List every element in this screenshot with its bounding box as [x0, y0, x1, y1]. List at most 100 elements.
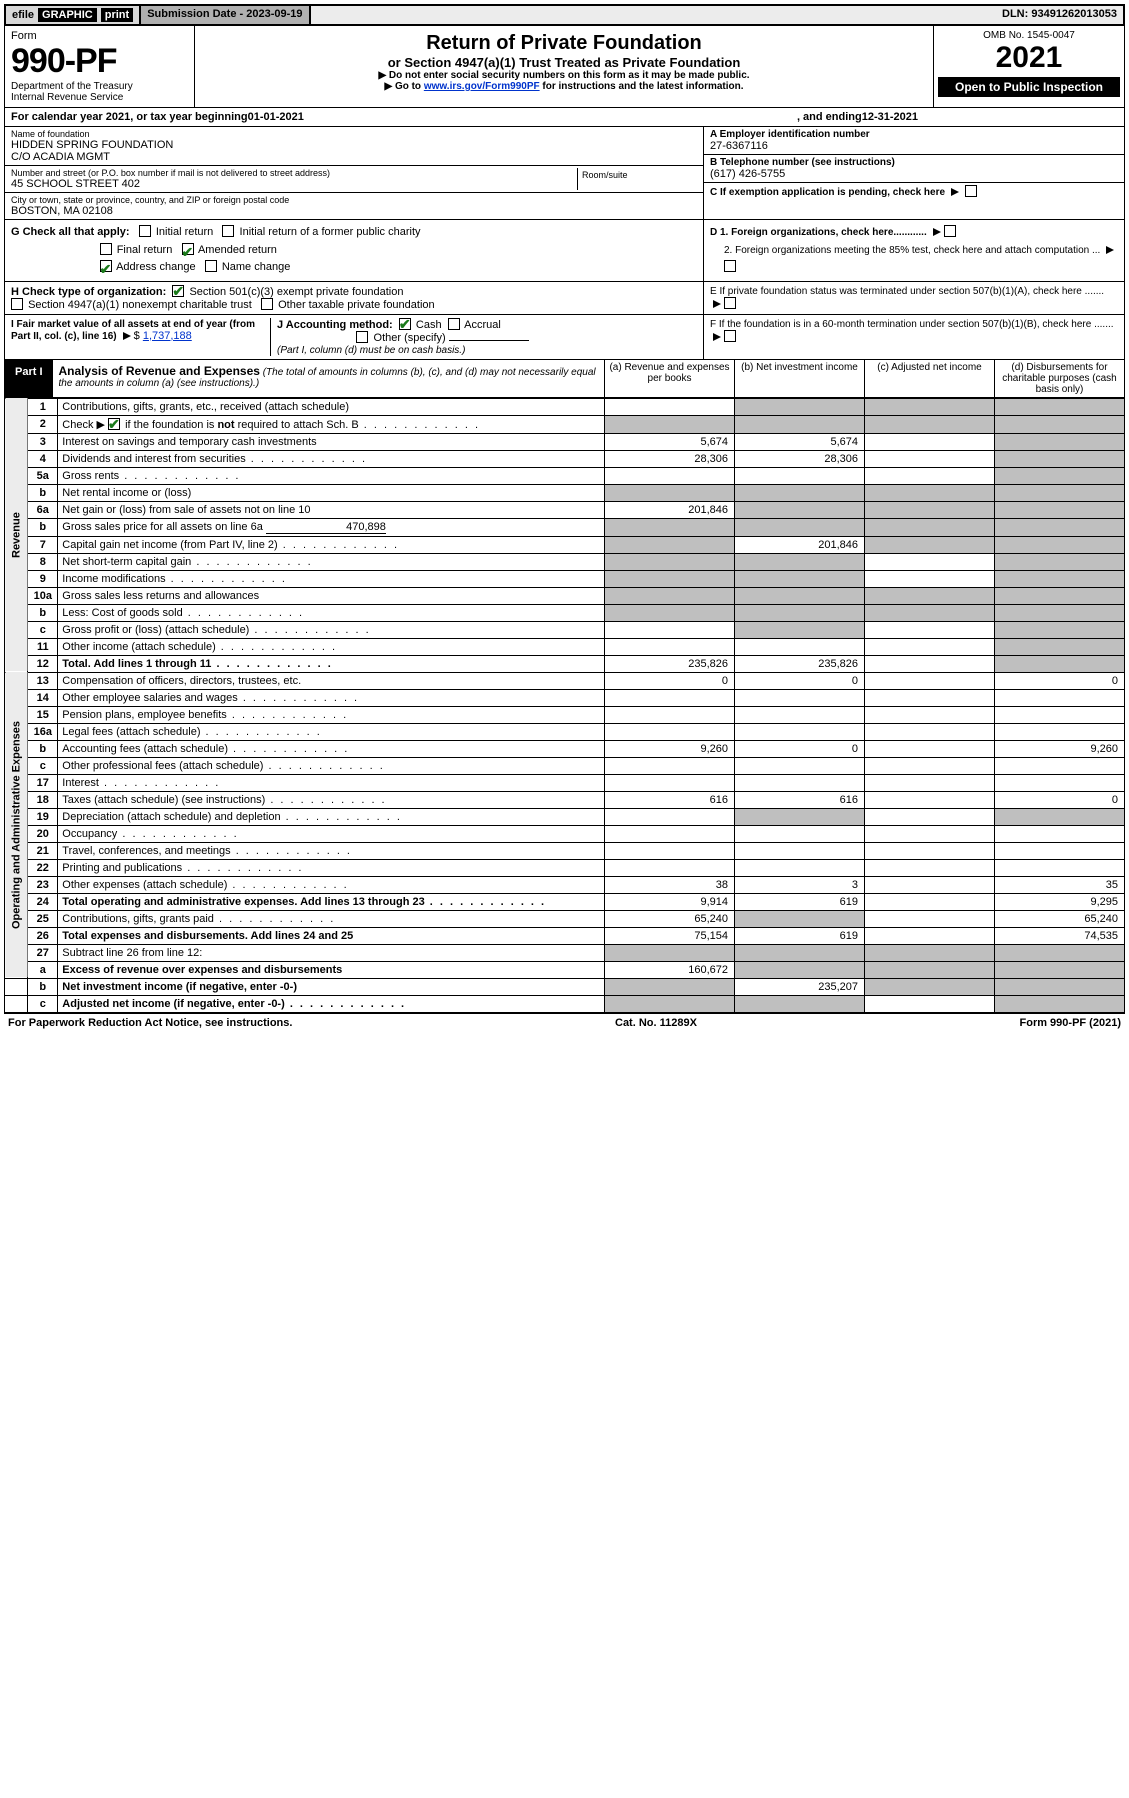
table-row: 4Dividends and interest from securities … — [5, 450, 1125, 467]
j-accrual-label: Accrual — [464, 319, 501, 331]
arrow-icon — [713, 300, 721, 308]
i-j-f-row: I Fair market value of all assets at end… — [4, 315, 1125, 360]
h-other-checkbox[interactable] — [261, 298, 273, 310]
warn-line: ▶ Do not enter social security numbers o… — [201, 70, 927, 81]
table-row: 24Total operating and administrative exp… — [5, 893, 1125, 910]
table-row: 22Printing and publications — [5, 859, 1125, 876]
col-d-header: (d) Disbursements for charitable purpose… — [994, 360, 1124, 397]
table-row: 7Capital gain net income (from Part IV, … — [5, 536, 1125, 553]
table-row: 14Other employee salaries and wages — [5, 689, 1125, 706]
table-row: Operating and Administrative Expenses 13… — [5, 672, 1125, 689]
h-4947-label: Section 4947(a)(1) nonexempt charitable … — [28, 299, 252, 311]
g-initial-former-checkbox[interactable] — [222, 225, 234, 237]
h-e-row: H Check type of organization: Section 50… — [4, 282, 1125, 315]
g-address-checkbox[interactable] — [100, 260, 112, 272]
foundation-name: HIDDEN SPRING FOUNDATION — [11, 139, 697, 151]
g-amended-checkbox[interactable] — [182, 243, 194, 255]
arrow-icon — [1106, 246, 1114, 254]
table-row: 27Subtract line 26 from line 12: — [5, 944, 1125, 961]
graphic-button[interactable]: GRAPHIC — [38, 8, 97, 22]
arrow-icon — [123, 332, 131, 340]
street: 45 SCHOOL STREET 402 — [11, 178, 577, 190]
e-label: E If private foundation status was termi… — [710, 286, 1104, 297]
table-row: aExcess of revenue over expenses and dis… — [5, 961, 1125, 978]
j-label: J Accounting method: — [277, 319, 393, 331]
table-row: 18Taxes (attach schedule) (see instructi… — [5, 791, 1125, 808]
table-row: 26Total expenses and disbursements. Add … — [5, 927, 1125, 944]
fmv-link[interactable]: 1,737,188 — [143, 330, 192, 342]
table-row: 8Net short-term capital gain — [5, 553, 1125, 570]
form-subtitle: or Section 4947(a)(1) Trust Treated as P… — [201, 55, 927, 70]
open-inspection: Open to Public Inspection — [938, 77, 1120, 97]
f-label: F If the foundation is in a 60-month ter… — [710, 319, 1114, 330]
city: BOSTON, MA 02108 — [11, 205, 697, 217]
goto-line: ▶ Go to www.irs.gov/Form990PF for instru… — [201, 81, 927, 92]
table-row: 6aNet gain or (loss) from sale of assets… — [5, 501, 1125, 518]
table-row: 5aGross rents — [5, 467, 1125, 484]
f-checkbox[interactable] — [724, 330, 736, 342]
footer-left: For Paperwork Reduction Act Notice, see … — [8, 1017, 292, 1029]
j-cash-checkbox[interactable] — [399, 318, 411, 330]
city-label: City or town, state or province, country… — [11, 195, 697, 205]
footer-catno: Cat. No. 11289X — [615, 1017, 697, 1029]
instructions-link[interactable]: www.irs.gov/Form990PF — [424, 81, 540, 92]
g-d-row: G Check all that apply: Initial return I… — [4, 220, 1125, 282]
g-final-checkbox[interactable] — [100, 243, 112, 255]
expenses-side-label: Operating and Administrative Expenses — [5, 672, 28, 978]
c-checkbox[interactable] — [965, 185, 977, 197]
h-other-label: Other taxable private foundation — [278, 299, 435, 311]
j-other-label: Other (specify) — [374, 332, 446, 344]
h-501c3-checkbox[interactable] — [172, 285, 184, 297]
ein: 27-6367116 — [710, 140, 1118, 152]
table-row: b Gross sales price for all assets on li… — [5, 518, 1125, 536]
ein-label: A Employer identification number — [710, 129, 1118, 140]
street-label: Number and street (or P.O. box number if… — [11, 168, 577, 178]
revenue-side-label: Revenue — [5, 398, 28, 672]
arrow-icon — [713, 333, 721, 341]
foundation-careof: C/O ACADIA MGMT — [11, 151, 697, 163]
table-row: 15Pension plans, employee benefits — [5, 706, 1125, 723]
h-4947-checkbox[interactable] — [11, 298, 23, 310]
g-initial-checkbox[interactable] — [139, 225, 151, 237]
form-header: Form 990-PF Department of the Treasury I… — [4, 26, 1125, 108]
table-row: cAdjusted net income (if negative, enter… — [5, 995, 1125, 1012]
table-row: 16aLegal fees (attach schedule) — [5, 723, 1125, 740]
table-row: cOther professional fees (attach schedul… — [5, 757, 1125, 774]
table-row: 25Contributions, gifts, grants paid 65,2… — [5, 910, 1125, 927]
sch-b-checkbox[interactable] — [108, 418, 120, 430]
g-amended-label: Amended return — [198, 244, 277, 256]
h-501c3-label: Section 501(c)(3) exempt private foundat… — [189, 286, 403, 298]
table-row: 23Other expenses (attach schedule) 38335 — [5, 876, 1125, 893]
d2-checkbox[interactable] — [724, 260, 736, 272]
h-label: H Check type of organization: — [11, 286, 166, 298]
d2-label: 2. Foreign organizations meeting the 85%… — [724, 245, 1100, 256]
phone: (617) 426-5755 — [710, 168, 1118, 180]
table-row: cGross profit or (loss) (attach schedule… — [5, 621, 1125, 638]
arrow-icon — [933, 228, 941, 236]
submission-date: Submission Date - 2023-09-19 — [141, 6, 310, 24]
j-accrual-checkbox[interactable] — [448, 318, 460, 330]
print-button[interactable]: print — [101, 8, 133, 22]
part1-table: Revenue 1Contributions, gifts, grants, e… — [4, 398, 1125, 1013]
table-row: 10aGross sales less returns and allowanc… — [5, 587, 1125, 604]
top-bar: efile GRAPHIC print Submission Date - 20… — [4, 4, 1125, 26]
d1-label: D 1. Foreign organizations, check here..… — [710, 227, 927, 238]
d1-checkbox[interactable] — [944, 225, 956, 237]
part1-header: Part I Analysis of Revenue and Expenses … — [4, 360, 1125, 398]
j-other-checkbox[interactable] — [356, 331, 368, 343]
g-initial-label: Initial return — [156, 226, 213, 238]
dept-line1: Department of the Treasury — [11, 81, 188, 92]
footer-form: Form 990-PF (2021) — [1020, 1017, 1121, 1029]
g-name-checkbox[interactable] — [205, 260, 217, 272]
e-checkbox[interactable] — [724, 297, 736, 309]
g-address-label: Address change — [116, 261, 196, 273]
i-label: I Fair market value of all assets at end… — [11, 319, 255, 342]
tax-year: 2021 — [938, 41, 1120, 75]
table-row: 12Total. Add lines 1 through 11 235,8262… — [5, 655, 1125, 672]
arrow-icon — [951, 188, 959, 196]
table-row: 2 Check ▶ if the foundation is not requi… — [5, 415, 1125, 433]
name-label: Name of foundation — [11, 129, 697, 139]
c-label: C If exemption application is pending, c… — [710, 187, 945, 198]
col-b-header: (b) Net investment income — [734, 360, 864, 397]
g-final-label: Final return — [117, 244, 173, 256]
